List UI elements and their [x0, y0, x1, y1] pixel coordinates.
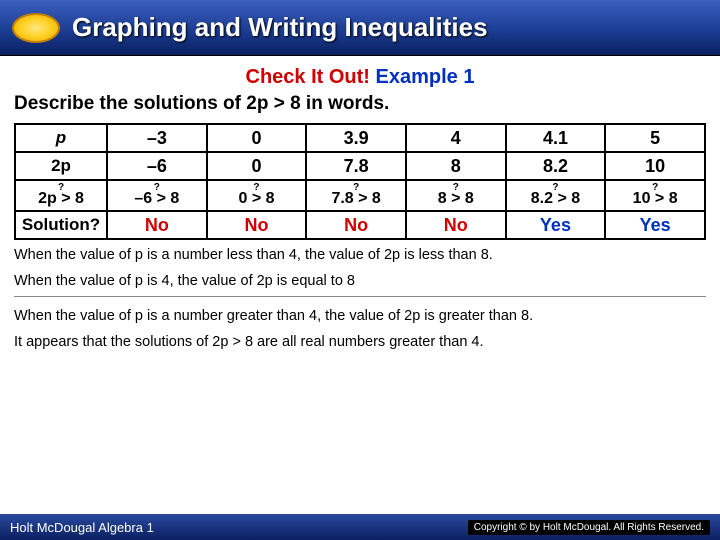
- row-header-2p: 2p: [15, 152, 107, 180]
- cell-p: 4.1: [506, 124, 606, 152]
- prompt-text: Describe the solutions of 2p > 8 in word…: [0, 93, 720, 123]
- solution-table: p –3 0 3.9 4 4.1 5 2p –6 0 7.8 8 8.2 10 …: [14, 123, 706, 240]
- cell-2p: 0: [207, 152, 307, 180]
- cell-compare: ?8 > 8: [406, 180, 506, 211]
- cell-compare: ?0 > 8: [207, 180, 307, 211]
- subhead-right: Example 1: [376, 66, 475, 88]
- cell-2p: 8: [406, 152, 506, 180]
- cell-2p: –6: [107, 152, 207, 180]
- page-footer: Holt McDougal Algebra 1 Copyright © by H…: [0, 514, 720, 540]
- cell-p: 4: [406, 124, 506, 152]
- cell-solution: Yes: [605, 211, 705, 239]
- page-title: Graphing and Writing Inequalities: [72, 12, 488, 43]
- row-header-inequality: ?2p > 8: [15, 180, 107, 211]
- cell-2p: 7.8: [306, 152, 406, 180]
- cell-p: 5: [605, 124, 705, 152]
- cell-p: –3: [107, 124, 207, 152]
- cell-p: 3.9: [306, 124, 406, 152]
- explain-para-2: When the value of p is 4, the value of 2…: [0, 266, 720, 292]
- table-row: 2p –6 0 7.8 8 8.2 10: [15, 152, 705, 180]
- cell-solution: No: [207, 211, 307, 239]
- cell-2p: 10: [605, 152, 705, 180]
- footer-copyright: Copyright © by Holt McDougal. All Rights…: [468, 520, 710, 535]
- cell-solution: No: [406, 211, 506, 239]
- table-row: p –3 0 3.9 4 4.1 5: [15, 124, 705, 152]
- page-header: Graphing and Writing Inequalities: [0, 0, 720, 56]
- table-row: Solution? No No No No Yes Yes: [15, 211, 705, 239]
- row-header-p: p: [15, 124, 107, 152]
- divider: [14, 296, 706, 297]
- table-row: ?2p > 8 ?–6 > 8 ?0 > 8 ?7.8 > 8 ?8 > 8 ?…: [15, 180, 705, 211]
- cell-compare: ?10 > 8: [605, 180, 705, 211]
- cell-compare: ?8.2 > 8: [506, 180, 606, 211]
- solution-table-wrap: p –3 0 3.9 4 4.1 5 2p –6 0 7.8 8 8.2 10 …: [0, 123, 720, 240]
- cell-compare: ?7.8 > 8: [306, 180, 406, 211]
- explain-para-1: When the value of p is a number less tha…: [0, 240, 720, 266]
- cell-solution: Yes: [506, 211, 606, 239]
- footer-left: Holt McDougal Algebra 1: [10, 520, 154, 535]
- subhead-left: Check It Out!: [246, 66, 370, 88]
- explain-para-3: When the value of p is a number greater …: [0, 301, 720, 327]
- explain-para-4: It appears that the solutions of 2p > 8 …: [0, 327, 720, 353]
- cell-compare: ?–6 > 8: [107, 180, 207, 211]
- example-subhead: Check It Out! Example 1: [0, 66, 720, 89]
- cell-2p: 8.2: [506, 152, 606, 180]
- cell-p: 0: [207, 124, 307, 152]
- row-header-solution: Solution?: [15, 211, 107, 239]
- cell-solution: No: [107, 211, 207, 239]
- cell-solution: No: [306, 211, 406, 239]
- logo-oval-icon: [12, 13, 60, 43]
